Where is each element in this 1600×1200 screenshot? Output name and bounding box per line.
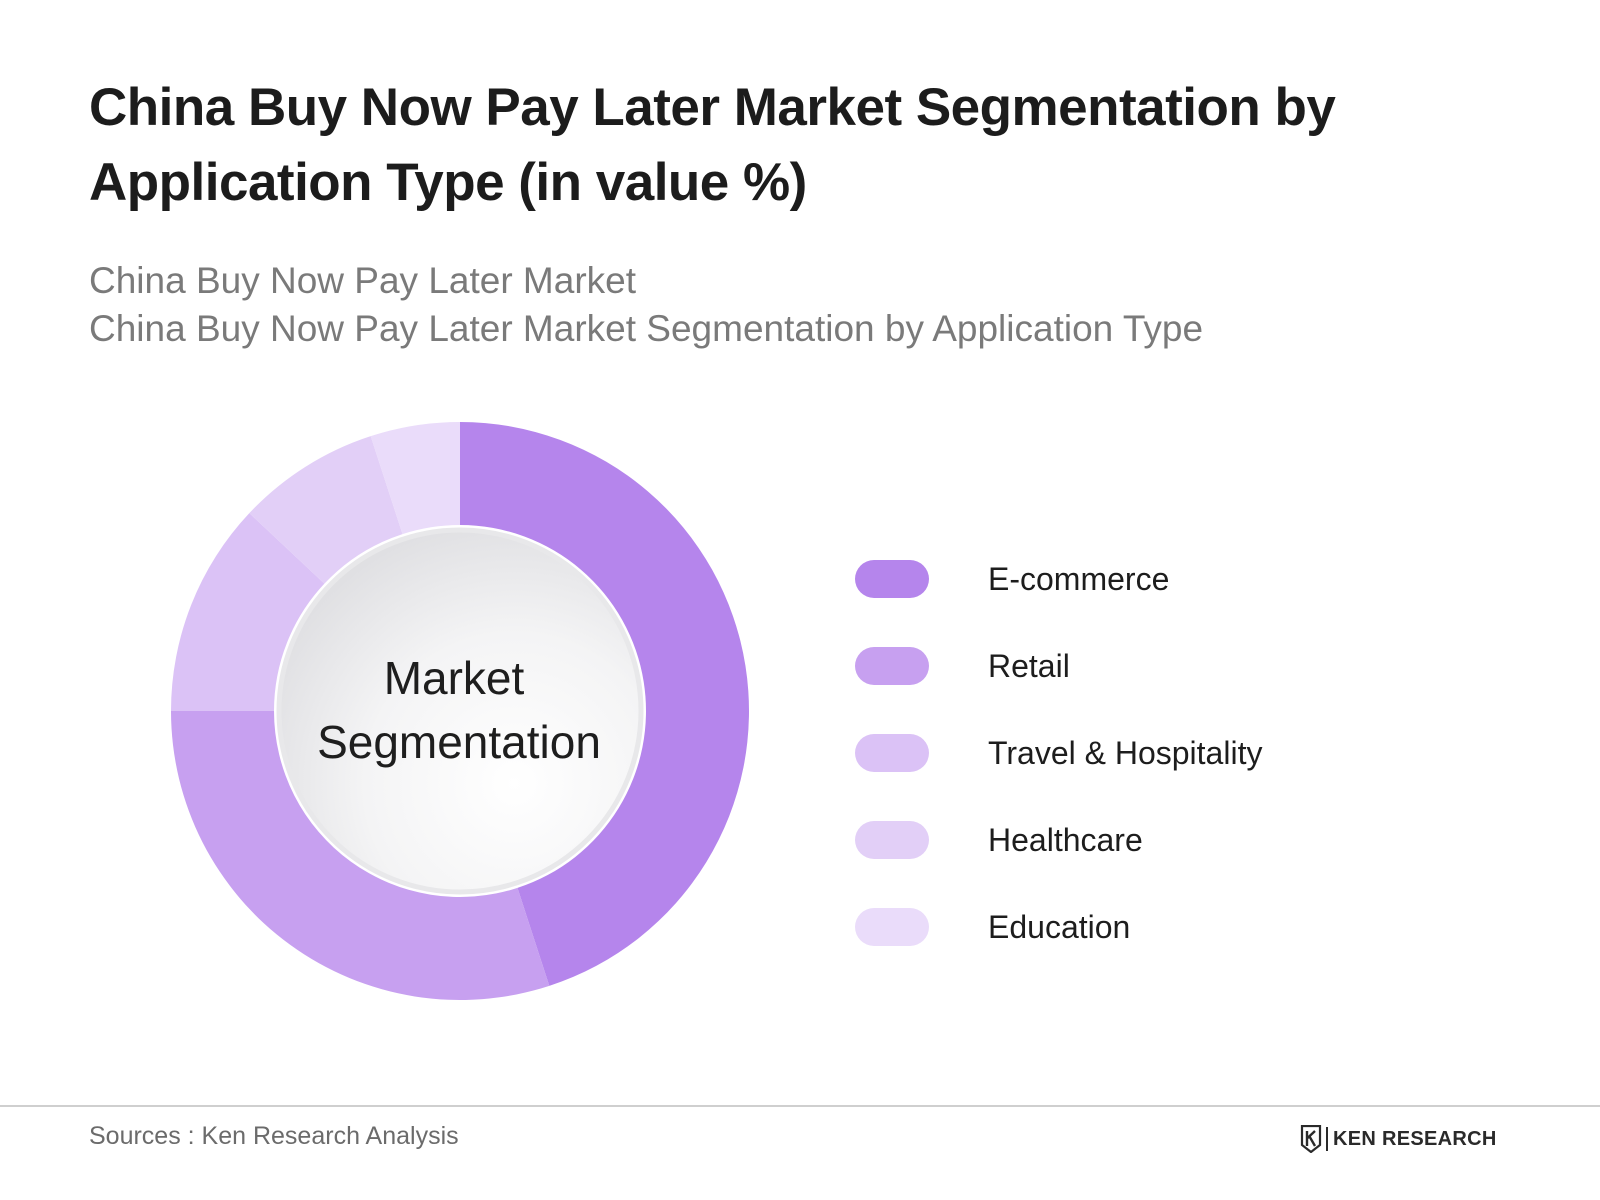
chart-title: China Buy Now Pay Later Market Segmentat… xyxy=(89,78,1336,212)
donut-slices xyxy=(171,422,750,1001)
center-label-line-1: Market xyxy=(384,652,525,704)
ken-research-logo-icon xyxy=(1300,1125,1322,1153)
legend-swatch-retail xyxy=(855,647,929,685)
legend-item-e-commerce: E-commerce xyxy=(855,560,1455,647)
chart-subtitle-market: China Buy Now Pay Later Market xyxy=(89,260,637,301)
legend-label-retail: Retail xyxy=(988,648,1070,684)
legend-label-travel-hospitality: Travel & Hospitality xyxy=(988,735,1263,771)
donut-slice-education xyxy=(370,422,460,535)
legend-item-travel-hospitality: Travel & Hospitality xyxy=(855,734,1455,821)
donut-center-disc xyxy=(276,527,644,895)
footer-divider xyxy=(0,1105,1600,1107)
legend-swatch-education xyxy=(855,908,929,946)
legend-label-healthcare: Healthcare xyxy=(988,822,1143,858)
brand-separator xyxy=(1326,1127,1328,1151)
legend-item-retail: Retail xyxy=(855,647,1455,734)
chart-legend: E-commerce Retail Travel & Hospitality H… xyxy=(855,560,1455,995)
legend-swatch-e-commerce xyxy=(855,560,929,598)
donut-slice-retail xyxy=(171,711,550,1001)
donut-slice-healthcare xyxy=(249,436,403,584)
legend-item-healthcare: Healthcare xyxy=(855,821,1455,908)
donut-chart: Market Segmentation xyxy=(171,422,750,1001)
donut-slice-travel-hospitality xyxy=(171,513,325,711)
chart-subtitle-segmentation: China Buy Now Pay Later Market Segmentat… xyxy=(89,308,1204,349)
legend-item-education: Education xyxy=(855,908,1455,995)
brand-logo: KEN RESEARCH xyxy=(1300,1122,1497,1156)
legend-swatch-travel-hospitality xyxy=(855,734,929,772)
center-label-line-2: Segmentation xyxy=(317,716,601,768)
source-note: Sources : Ken Research Analysis xyxy=(89,1122,459,1150)
brand-name: KEN RESEARCH xyxy=(1333,1127,1497,1150)
legend-label-education: Education xyxy=(988,909,1131,945)
legend-label-e-commerce: E-commerce xyxy=(988,561,1170,597)
legend-swatch-healthcare xyxy=(855,821,929,859)
donut-slice-e-commerce xyxy=(460,422,750,986)
